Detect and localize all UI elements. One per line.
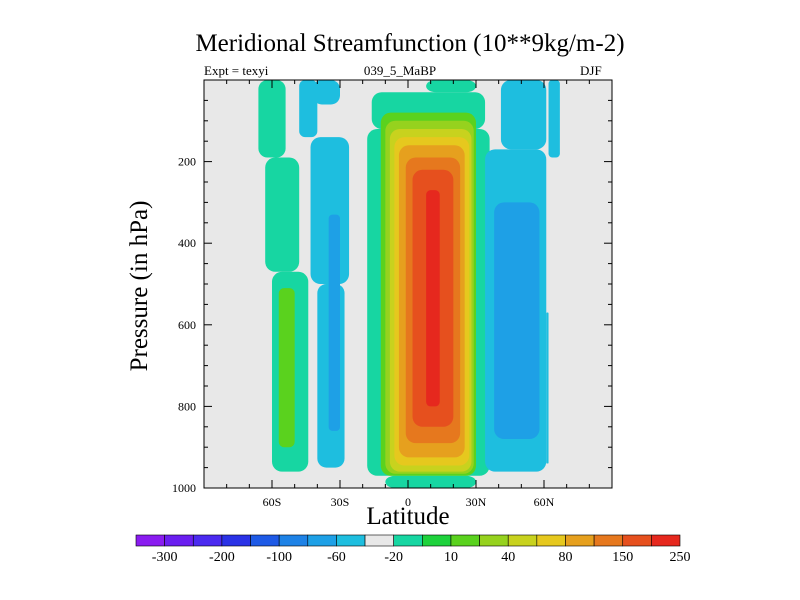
contour-region-9 bbox=[426, 80, 476, 93]
x-axis-title: Latitude bbox=[366, 503, 450, 530]
y-tick-label: 1000 bbox=[172, 481, 196, 495]
contour-region-1 bbox=[265, 157, 300, 272]
x-tick-label: 30S bbox=[331, 495, 350, 509]
x-tick-label: 60N bbox=[534, 495, 555, 509]
colorbar-swatch bbox=[507, 534, 538, 547]
colorbar-swatch bbox=[135, 534, 165, 547]
contour-region-0 bbox=[258, 80, 286, 158]
x-tick-label: 60S bbox=[263, 495, 282, 509]
x-tick-label: 30N bbox=[466, 495, 487, 509]
colorbar-label: 150 bbox=[612, 550, 633, 565]
colorbar-swatch bbox=[651, 534, 681, 547]
colorbar-swatch bbox=[164, 534, 194, 547]
x-tick-label: 0 bbox=[405, 495, 411, 509]
colorbar-swatch bbox=[450, 534, 480, 547]
colorbar-swatch bbox=[593, 534, 624, 547]
colorbar-label: -20 bbox=[384, 550, 403, 565]
colorbar-swatch bbox=[192, 534, 223, 547]
colorbar-swatch bbox=[536, 534, 566, 547]
colorbar-swatch bbox=[336, 534, 366, 547]
colorbar-label: -300 bbox=[152, 550, 178, 565]
period-label: 039_5_MaBP bbox=[363, 63, 437, 78]
colorbar-swatch bbox=[278, 534, 309, 547]
colorbar-label: 10 bbox=[444, 550, 458, 565]
colorbar-label: -60 bbox=[327, 550, 346, 565]
season-label: DJF bbox=[580, 63, 602, 78]
colorbar-swatch bbox=[622, 534, 652, 547]
colorbar-label: 250 bbox=[670, 550, 691, 565]
contour-region-7 bbox=[328, 214, 340, 431]
y-tick-label: 400 bbox=[178, 236, 196, 250]
colorbar-label: 80 bbox=[558, 550, 572, 565]
contour-region-3 bbox=[278, 288, 295, 448]
chart-title: Meridional Streamfunction (10**9kg/m-2) bbox=[195, 30, 625, 57]
colorbar-label: 40 bbox=[501, 550, 515, 565]
colorbar-swatch bbox=[479, 534, 509, 547]
experiment-label: Expt = texyi bbox=[204, 63, 269, 78]
colorbar-swatch bbox=[565, 534, 595, 547]
colorbar-swatch bbox=[250, 534, 280, 547]
colorbar-swatch bbox=[364, 534, 394, 547]
contour-region-24 bbox=[548, 80, 560, 158]
contour-region-22 bbox=[500, 80, 547, 150]
colorbar-label: -200 bbox=[209, 550, 235, 565]
colorbar-label: -100 bbox=[266, 550, 292, 565]
contour-region-25 bbox=[546, 312, 549, 464]
y-tick-label: 600 bbox=[178, 318, 196, 332]
y-tick-label: 200 bbox=[178, 155, 196, 169]
colorbar-swatch bbox=[221, 534, 251, 547]
y-tick-label: 800 bbox=[178, 399, 196, 413]
colorbar-swatch bbox=[307, 534, 337, 547]
colorbar-swatch bbox=[422, 534, 452, 547]
contour-region-20 bbox=[426, 190, 440, 407]
contour-region-23 bbox=[494, 202, 540, 440]
contour-region-8 bbox=[312, 80, 340, 105]
colorbar-swatch bbox=[393, 534, 423, 547]
